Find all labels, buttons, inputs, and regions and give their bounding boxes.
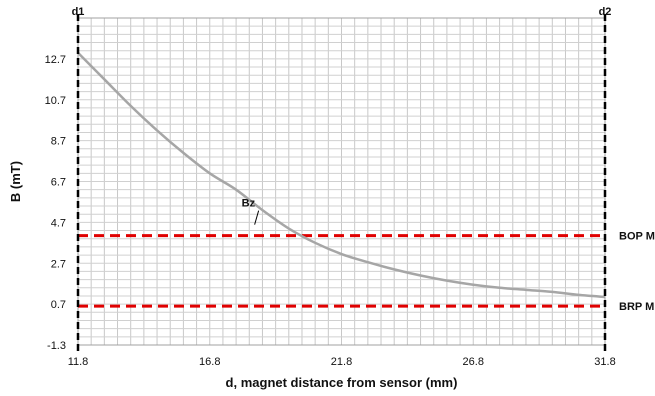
y-tick-label: 10.7	[45, 95, 66, 107]
x-tick-label: 16.8	[199, 356, 220, 368]
y-tick-label: 6.7	[51, 177, 66, 189]
y-tick-label: 4.7	[51, 217, 66, 229]
marker-label: d2	[599, 6, 612, 18]
marker-lines	[76, 14, 607, 355]
x-axis-title: d, magnet distance from sensor (mm)	[226, 375, 458, 390]
series-layer	[77, 51, 606, 299]
x-tick-label: 26.8	[463, 356, 484, 368]
threshold-label: BRP M	[619, 301, 654, 313]
y-tick-label: -1.3	[47, 340, 66, 352]
y-tick-label: 12.7	[45, 54, 66, 66]
x-tick-label: 11.8	[68, 356, 89, 368]
x-tick-label: 21.8	[331, 356, 352, 368]
marker-label: d1	[72, 6, 85, 18]
y-tick-label: 8.7	[51, 136, 66, 148]
axes: 11.8 16.8 21.8 26.8 31.8 -1.3 0.7 2.7 4.7 6.7 8.7 1…	[8, 54, 616, 390]
y-tick-label: 2.7	[51, 258, 66, 270]
threshold-lines	[78, 234, 605, 308]
series-annotation: Bz	[242, 198, 256, 210]
annotation-leader	[254, 210, 260, 225]
y-tick-label: 0.7	[51, 299, 66, 311]
x-tick-label: 31.8	[594, 356, 615, 368]
grid	[77, 17, 606, 346]
y-axis-title: B (mT)	[8, 161, 23, 202]
series-line-bz	[77, 51, 606, 299]
threshold-label: BOP M	[619, 231, 655, 243]
labels: BOP M BRP M Bz d1 d2	[72, 6, 655, 313]
